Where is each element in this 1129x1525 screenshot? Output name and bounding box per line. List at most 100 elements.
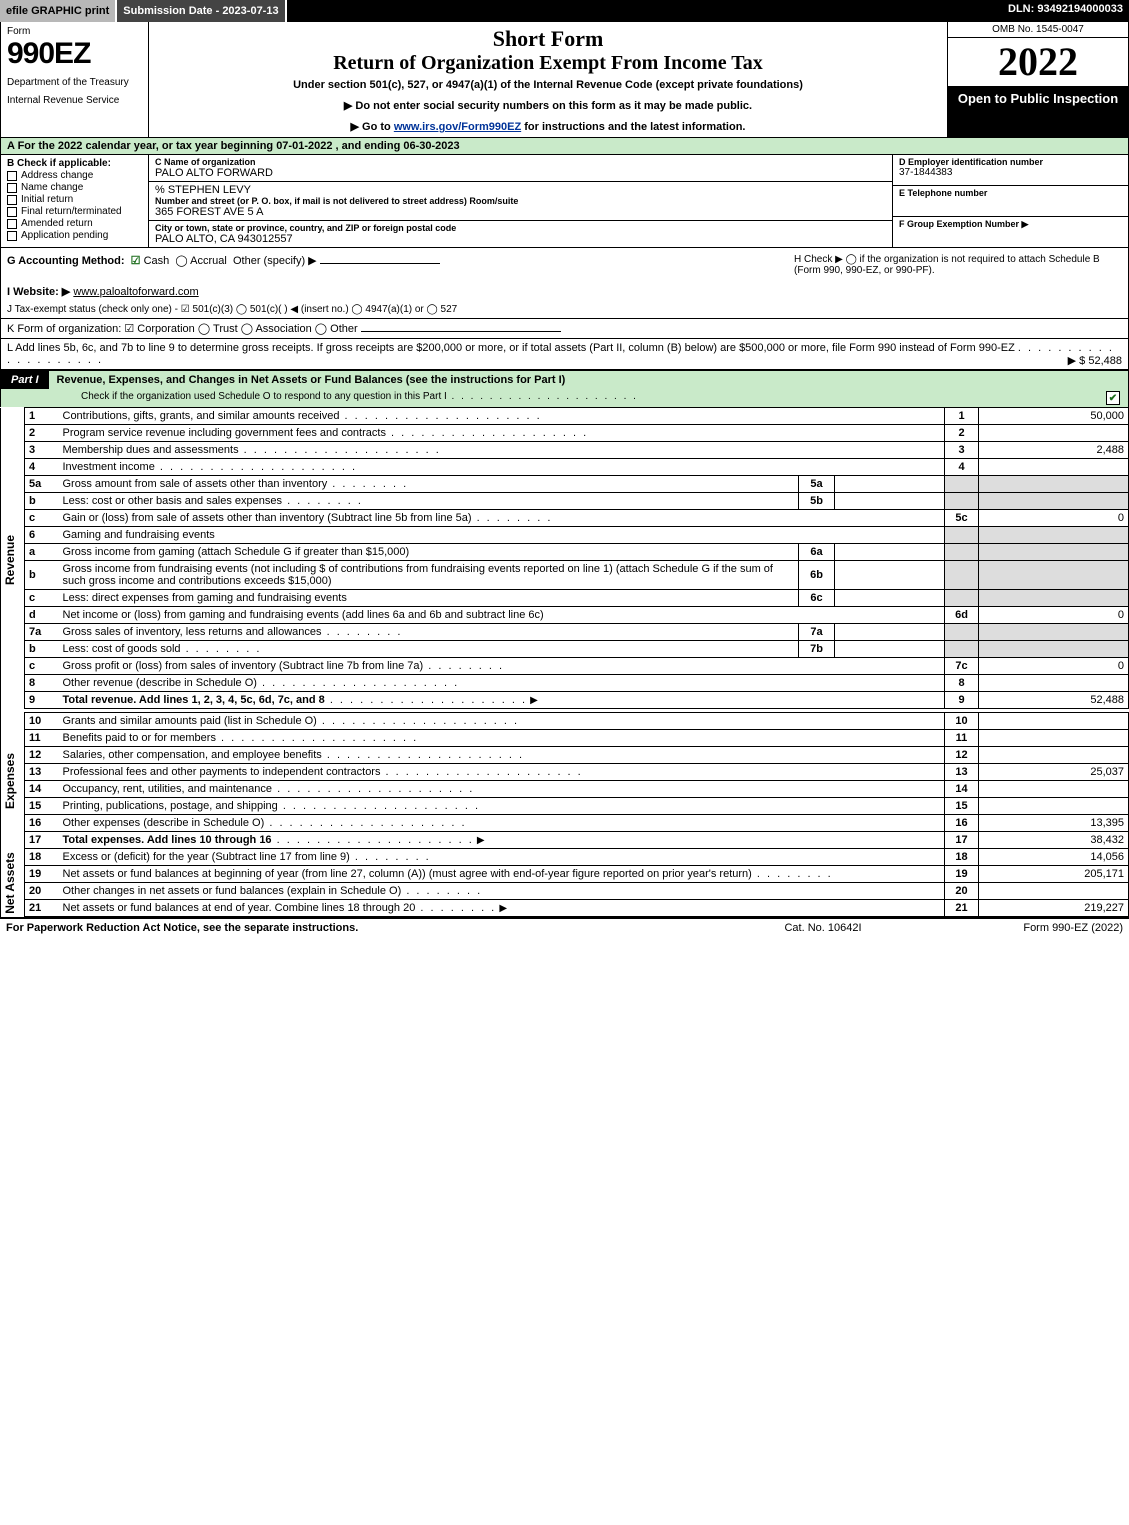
line-12: 12 Salaries, other compensation, and emp… xyxy=(1,747,1129,764)
accrual-label: Accrual xyxy=(190,255,227,267)
paperwork-notice: For Paperwork Reduction Act Notice, see … xyxy=(6,922,723,934)
ssn-note: ▶ Do not enter social security numbers o… xyxy=(157,99,939,112)
section-k-text: K Form of organization: ☑ Corporation ◯ … xyxy=(7,323,358,335)
chk-amended-return[interactable]: Amended return xyxy=(7,218,142,229)
accrual-checkbox[interactable]: ◯ xyxy=(175,255,187,267)
other-specify-input[interactable] xyxy=(320,263,440,264)
arrow-icon: ▶ xyxy=(477,835,485,846)
line-6c: c Less: direct expenses from gaming and … xyxy=(1,590,1129,607)
org-name-row: C Name of organization PALO ALTO FORWARD xyxy=(149,155,892,182)
section-i: I Website: ▶ www.paloaltoforward.com xyxy=(0,282,1129,301)
website-value[interactable]: www.paloaltoforward.com xyxy=(73,286,198,298)
section-def: D Employer identification number 37-1844… xyxy=(893,155,1128,247)
org-city-row: City or town, state or province, country… xyxy=(149,221,892,247)
line-5c: c Gain or (loss) from sale of assets oth… xyxy=(1,510,1129,527)
line-6a: a Gross income from gaming (attach Sched… xyxy=(1,544,1129,561)
cat-no: Cat. No. 10642I xyxy=(723,922,923,934)
part1-checkbox[interactable]: ✔ xyxy=(1106,391,1120,405)
form-ref: Form 990-EZ (2022) xyxy=(923,922,1123,934)
form-subtitle: Under section 501(c), 527, or 4947(a)(1)… xyxy=(157,79,939,91)
line-14: 14 Occupancy, rent, utilities, and maint… xyxy=(1,781,1129,798)
chk-final-return[interactable]: Final return/terminated xyxy=(7,206,142,217)
line-11: 11 Benefits paid to or for members 11 xyxy=(1,730,1129,747)
dept-irs: Internal Revenue Service xyxy=(7,95,142,107)
goto-note: ▶ Go to www.irs.gov/Form990EZ for instru… xyxy=(157,120,939,133)
section-k: K Form of organization: ☑ Corporation ◯ … xyxy=(0,319,1129,339)
line-6b: b Gross income from fundraising events (… xyxy=(1,561,1129,590)
top-bar: efile GRAPHIC print Submission Date - 20… xyxy=(0,0,1129,22)
chk-application-pending[interactable]: Application pending xyxy=(7,230,142,241)
part1-title: Revenue, Expenses, and Changes in Net As… xyxy=(49,371,1128,389)
line-7a: 7a Gross sales of inventory, less return… xyxy=(1,624,1129,641)
topbar-spacer xyxy=(287,0,1002,22)
section-g: G Accounting Method: ☑ Cash ◯ Accrual Ot… xyxy=(1,248,788,282)
irs-link[interactable]: www.irs.gov/Form990EZ xyxy=(394,121,521,133)
org-name: PALO ALTO FORWARD xyxy=(155,167,886,179)
org-street-row: % STEPHEN LEVY Number and street (or P. … xyxy=(149,182,892,221)
section-c: C Name of organization PALO ALTO FORWARD… xyxy=(149,155,893,247)
chk-initial-return[interactable]: Initial return xyxy=(7,194,142,205)
tax-year: 2022 xyxy=(948,38,1128,87)
section-b: B Check if applicable: Address change Na… xyxy=(1,155,149,247)
section-f: F Group Exemption Number ▶ xyxy=(893,217,1128,247)
line-13: 13 Professional fees and other payments … xyxy=(1,764,1129,781)
dept-treasury: Department of the Treasury xyxy=(7,77,142,89)
city: PALO ALTO, CA 943012557 xyxy=(155,233,886,245)
org-name-label: C Name of organization xyxy=(155,157,886,167)
line-2: 2 Program service revenue including gove… xyxy=(1,425,1129,442)
form-word: Form xyxy=(7,26,142,37)
short-form-label: Short Form xyxy=(157,26,939,52)
section-l-text: L Add lines 5b, 6c, and 7b to line 9 to … xyxy=(7,342,1015,354)
line-7b: b Less: cost of goods sold 7b xyxy=(1,641,1129,658)
part1-header: Part I Revenue, Expenses, and Changes in… xyxy=(0,370,1129,389)
org-other-input[interactable] xyxy=(361,331,561,332)
side-revenue: Revenue xyxy=(1,408,25,713)
chk-address-change[interactable]: Address change xyxy=(7,170,142,181)
page-footer: For Paperwork Reduction Act Notice, see … xyxy=(0,917,1129,937)
line-5a: 5a Gross amount from sale of assets othe… xyxy=(1,476,1129,493)
side-expenses: Expenses xyxy=(1,713,25,849)
section-d: D Employer identification number 37-1844… xyxy=(893,155,1128,186)
arrow-icon: ▶ xyxy=(499,903,507,914)
efile-label[interactable]: efile GRAPHIC print xyxy=(0,0,117,22)
bcdef-row: B Check if applicable: Address change Na… xyxy=(0,155,1129,248)
line-17: 17 Total expenses. Add lines 10 through … xyxy=(1,832,1129,849)
chk-name-change[interactable]: Name change xyxy=(7,182,142,193)
phone-label: E Telephone number xyxy=(899,188,1122,198)
cash-label: Cash xyxy=(144,255,170,267)
dln-label: DLN: 93492194000033 xyxy=(1002,0,1129,22)
street: 365 FOREST AVE 5 A xyxy=(155,206,886,218)
line-6: 6 Gaming and fundraising events xyxy=(1,527,1129,544)
website-label: I Website: ▶ xyxy=(7,286,70,298)
form-number: 990EZ xyxy=(7,37,142,71)
line-1: Revenue 1 Contributions, gifts, grants, … xyxy=(1,408,1129,425)
line-6d: d Net income or (loss) from gaming and f… xyxy=(1,607,1129,624)
section-l: L Add lines 5b, 6c, and 7b to line 9 to … xyxy=(0,339,1129,370)
form-header: Form 990EZ Department of the Treasury In… xyxy=(0,22,1129,138)
line-21: 21 Net assets or fund balances at end of… xyxy=(1,900,1129,917)
ein-label: D Employer identification number xyxy=(899,157,1122,167)
section-h: H Check ▶ ◯ if the organization is not r… xyxy=(788,248,1128,282)
line-20: 20 Other changes in net assets or fund b… xyxy=(1,883,1129,900)
header-left: Form 990EZ Department of the Treasury In… xyxy=(1,22,149,137)
header-right: OMB No. 1545-0047 2022 Open to Public In… xyxy=(948,22,1128,137)
other-label: Other (specify) ▶ xyxy=(233,255,317,267)
arrow-icon: ▶ xyxy=(530,695,538,706)
group-exemption-label: F Group Exemption Number ▶ xyxy=(899,219,1122,230)
gross-receipts: ▶ $ 52,488 xyxy=(1068,354,1122,367)
form-title: Return of Organization Exempt From Incom… xyxy=(157,52,939,75)
section-a: A For the 2022 calendar year, or tax yea… xyxy=(0,138,1129,155)
section-j: J Tax-exempt status (check only one) - ☑… xyxy=(0,301,1129,319)
goto-post: for instructions and the latest informat… xyxy=(521,121,745,133)
cash-checkbox[interactable]: ☑ xyxy=(131,255,141,267)
line-15: 15 Printing, publications, postage, and … xyxy=(1,798,1129,815)
part1-table: Revenue 1 Contributions, gifts, grants, … xyxy=(0,407,1129,917)
goto-pre: ▶ Go to xyxy=(351,121,394,133)
street-label: Number and street (or P. O. box, if mail… xyxy=(155,196,886,206)
line-9: 9 Total revenue. Add lines 1, 2, 3, 4, 5… xyxy=(1,692,1129,709)
accounting-label: G Accounting Method: xyxy=(7,255,125,267)
section-e: E Telephone number xyxy=(893,186,1128,217)
submission-date: Submission Date - 2023-07-13 xyxy=(117,0,286,22)
line-5b: b Less: cost or other basis and sales ex… xyxy=(1,493,1129,510)
line-16: 16 Other expenses (describe in Schedule … xyxy=(1,815,1129,832)
